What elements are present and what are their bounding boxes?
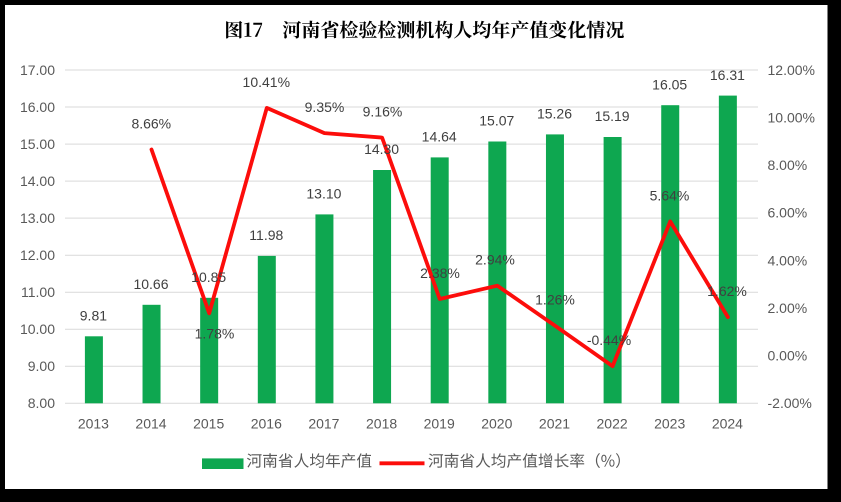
svg-text:2015: 2015 bbox=[193, 416, 224, 432]
svg-text:2013: 2013 bbox=[78, 416, 109, 432]
svg-text:8.00: 8.00 bbox=[28, 395, 55, 411]
svg-text:15.07: 15.07 bbox=[479, 113, 514, 129]
svg-text:4.00%: 4.00% bbox=[768, 252, 808, 268]
svg-text:10.85: 10.85 bbox=[191, 269, 226, 285]
svg-text:2.94%: 2.94% bbox=[475, 252, 515, 268]
svg-text:2017: 2017 bbox=[308, 416, 339, 432]
svg-text:1.26%: 1.26% bbox=[535, 292, 575, 308]
svg-text:9.16%: 9.16% bbox=[363, 104, 403, 120]
svg-text:15.19: 15.19 bbox=[595, 108, 630, 124]
svg-text:2.00%: 2.00% bbox=[768, 300, 808, 316]
svg-text:1.62%: 1.62% bbox=[707, 283, 747, 299]
svg-text:2019: 2019 bbox=[424, 416, 455, 432]
svg-text:2.38%: 2.38% bbox=[420, 265, 460, 281]
svg-text:0.00%: 0.00% bbox=[768, 348, 808, 364]
svg-text:16.00: 16.00 bbox=[20, 99, 55, 115]
svg-text:16.31: 16.31 bbox=[710, 67, 745, 83]
svg-text:13.10: 13.10 bbox=[306, 186, 341, 202]
svg-text:14.64: 14.64 bbox=[422, 129, 457, 145]
svg-text:9.35%: 9.35% bbox=[305, 99, 345, 115]
svg-text:11.00: 11.00 bbox=[21, 284, 55, 300]
svg-text:8.66%: 8.66% bbox=[131, 116, 171, 132]
svg-text:15.26: 15.26 bbox=[537, 106, 572, 122]
svg-text:2024: 2024 bbox=[712, 416, 743, 432]
svg-text:10.66: 10.66 bbox=[133, 276, 168, 292]
svg-text:14.30: 14.30 bbox=[364, 141, 399, 157]
svg-text:17.00: 17.00 bbox=[20, 62, 55, 78]
svg-text:16.05: 16.05 bbox=[652, 76, 687, 92]
svg-text:2014: 2014 bbox=[135, 416, 166, 432]
svg-text:6.00%: 6.00% bbox=[768, 205, 808, 221]
svg-text:-0.44%: -0.44% bbox=[587, 332, 631, 348]
svg-text:10.41%: 10.41% bbox=[243, 74, 290, 90]
svg-text:2018: 2018 bbox=[366, 416, 397, 432]
svg-text:12.00: 12.00 bbox=[20, 247, 55, 263]
svg-text:10.00: 10.00 bbox=[20, 321, 55, 337]
svg-text:14.00: 14.00 bbox=[20, 173, 55, 189]
svg-text:2022: 2022 bbox=[597, 416, 628, 432]
svg-text:1.78%: 1.78% bbox=[195, 326, 235, 342]
svg-text:13.00: 13.00 bbox=[20, 210, 55, 226]
svg-text:9.00: 9.00 bbox=[28, 358, 55, 374]
svg-text:2023: 2023 bbox=[654, 416, 685, 432]
svg-text:-2.00%: -2.00% bbox=[768, 395, 812, 411]
svg-text:9.81: 9.81 bbox=[80, 308, 107, 324]
svg-text:5.64%: 5.64% bbox=[650, 187, 690, 203]
svg-text:2021: 2021 bbox=[539, 416, 570, 432]
svg-text:15.00: 15.00 bbox=[20, 136, 55, 152]
svg-text:12.00%: 12.00% bbox=[768, 62, 815, 78]
svg-text:11.98: 11.98 bbox=[249, 227, 283, 243]
svg-text:10.00%: 10.00% bbox=[768, 110, 815, 126]
svg-text:8.00%: 8.00% bbox=[768, 157, 808, 173]
svg-text:2016: 2016 bbox=[251, 416, 282, 432]
svg-text:2020: 2020 bbox=[481, 416, 512, 432]
